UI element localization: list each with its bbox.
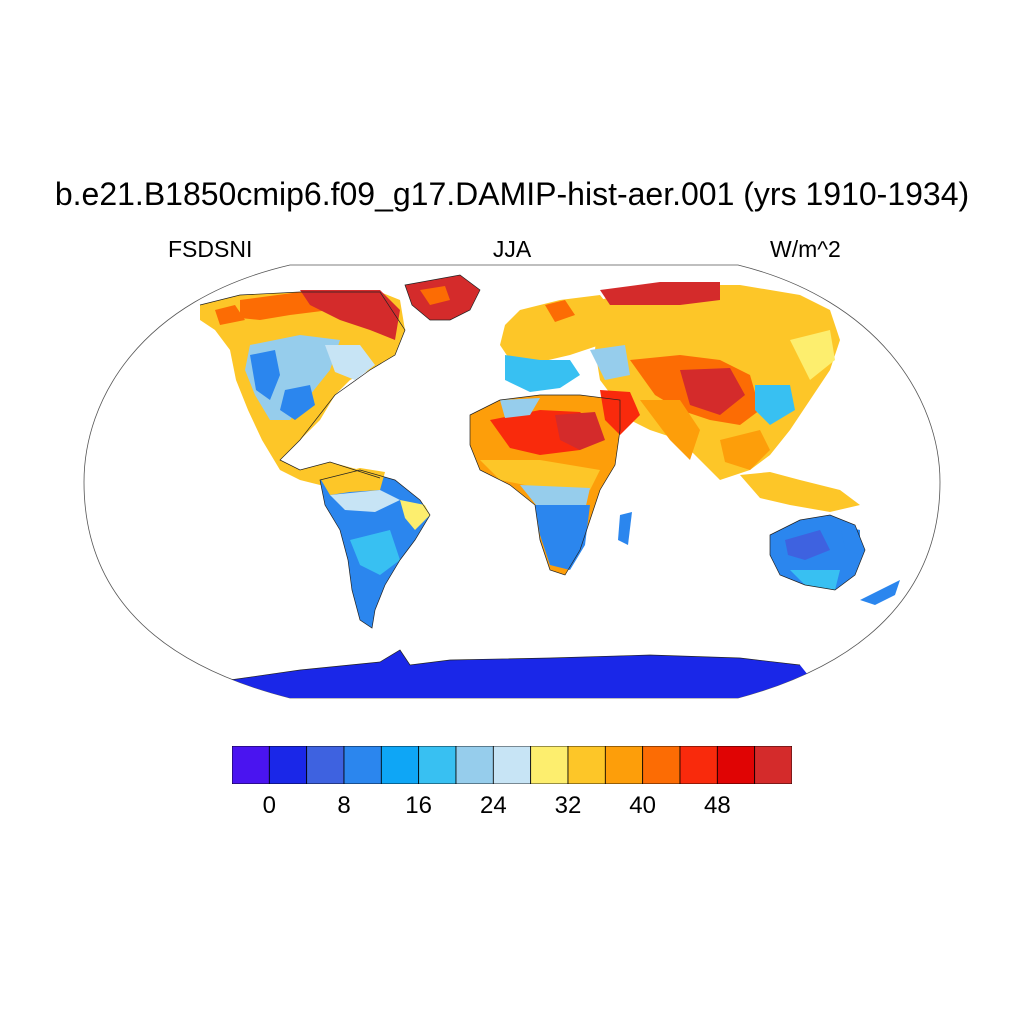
colorbar-tick-label: 16 [405,792,432,819]
colorbar-box [418,745,457,785]
colorbar-tick-label: 8 [337,792,351,819]
europe [500,295,620,362]
colorbar-boxes [231,745,793,785]
colorbar-box [455,745,494,785]
colorbar-tick-label: 32 [554,792,582,819]
units-label: W/m^2 [770,236,841,262]
variable-label: FSDSNI [168,236,253,262]
colorbar-box [343,745,382,785]
coastlines [199,274,866,681]
season-label: JJA [492,236,532,262]
colorbar-tick-label: 24 [479,792,507,819]
colorbar-tick-label: 40 [629,792,656,819]
colorbar-box [642,745,681,785]
colorbar-box [754,745,793,785]
antarctica [220,650,820,698]
colorbar-tick-label: 48 [703,792,731,819]
colorbar-box [380,745,420,785]
colorbar-box [604,745,644,785]
colorbar-box [231,745,270,785]
colorbar-box [567,745,606,785]
colorbar [231,745,793,785]
maritime-continent [740,472,860,512]
plot-title: b.e21.B1850cmip6.f09_g17.DAMIP-hist-aer.… [54,176,970,212]
colorbar-box [679,745,718,785]
colorbar-box [492,745,532,785]
colorbar-box [716,745,756,785]
colorbar-box [306,745,345,785]
colorbar-box [530,745,569,785]
colorbar-tick-label: 0 [262,792,276,819]
colorbar-box [268,745,308,785]
land-field [200,275,900,698]
